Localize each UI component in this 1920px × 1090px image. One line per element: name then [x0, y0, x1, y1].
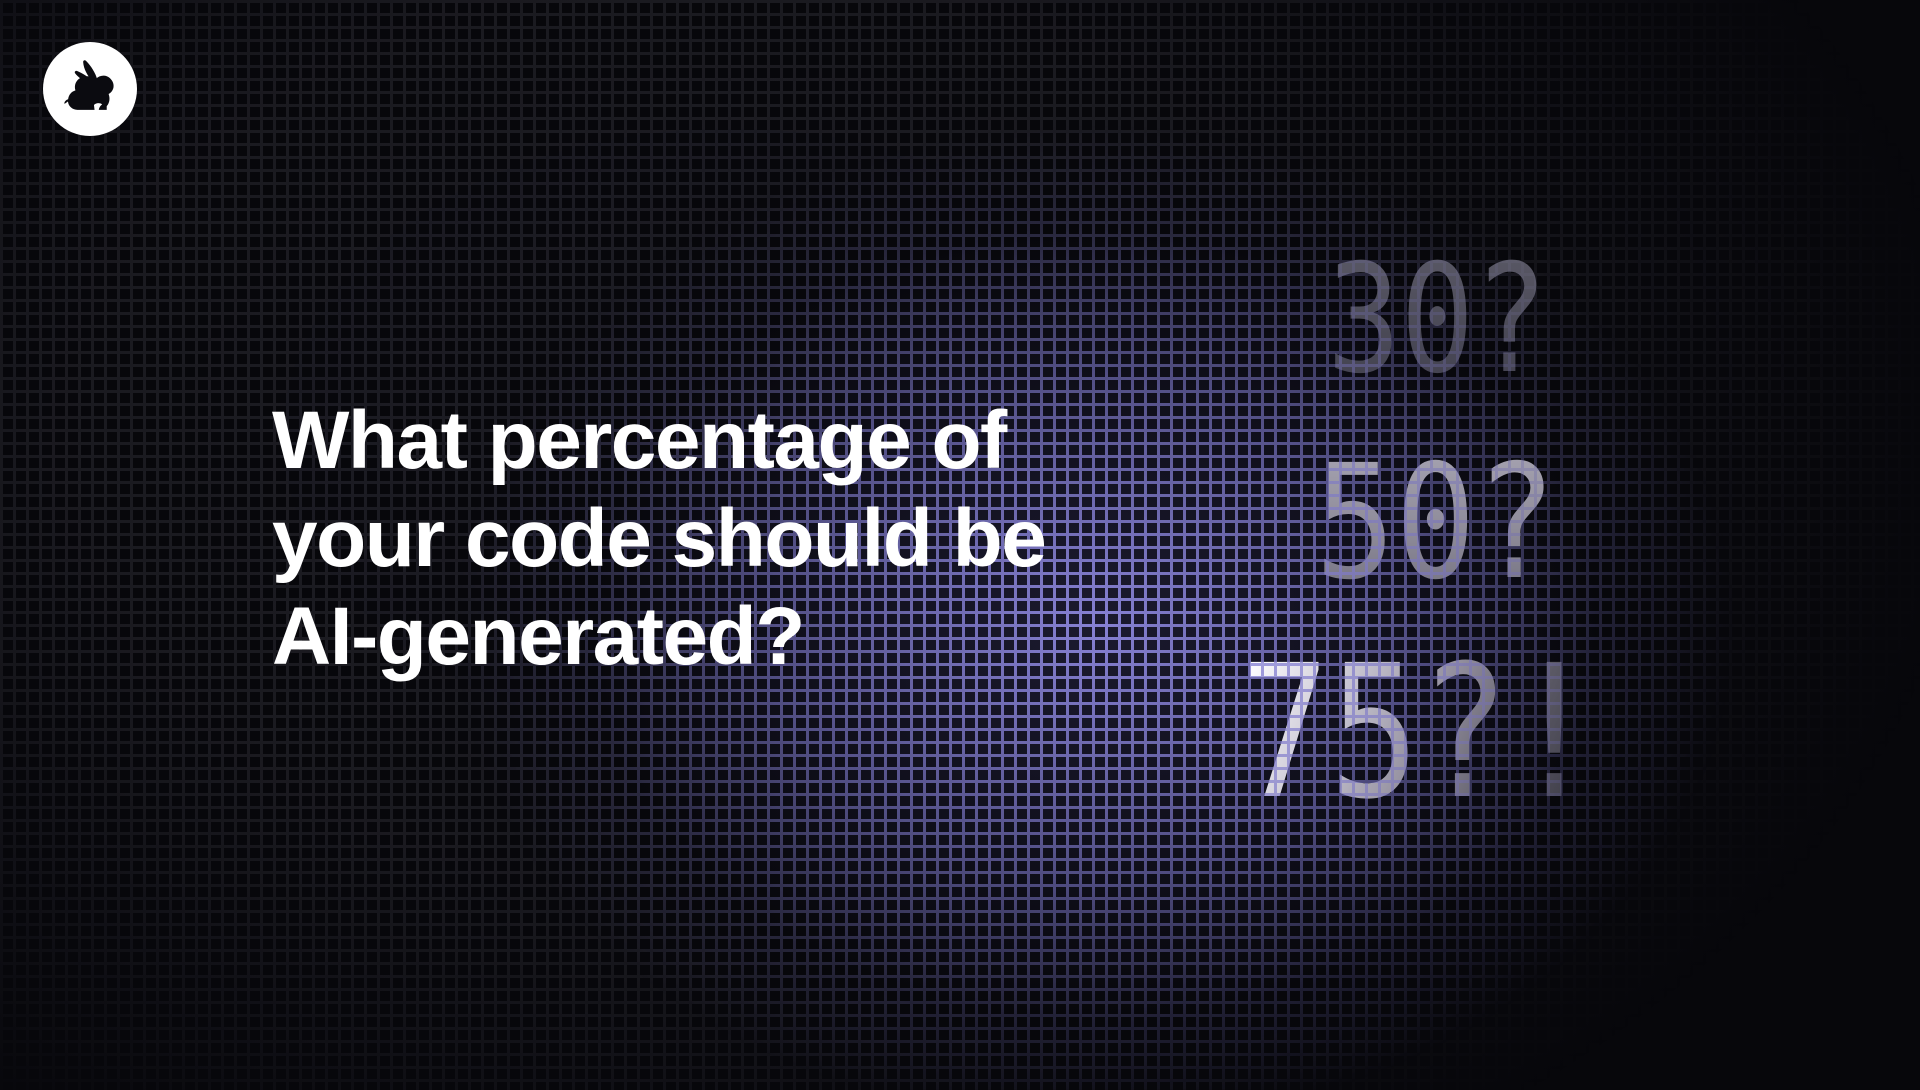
question-line-2: your code should be: [272, 493, 1047, 584]
question-line-3: AI-generated?: [272, 591, 805, 682]
question-heading: What percentage of your code should be A…: [272, 392, 1047, 686]
rabbit-icon: [64, 60, 114, 110]
coderabbit-logo-badge: [43, 42, 137, 136]
question-line-1: What percentage of: [272, 395, 1007, 486]
